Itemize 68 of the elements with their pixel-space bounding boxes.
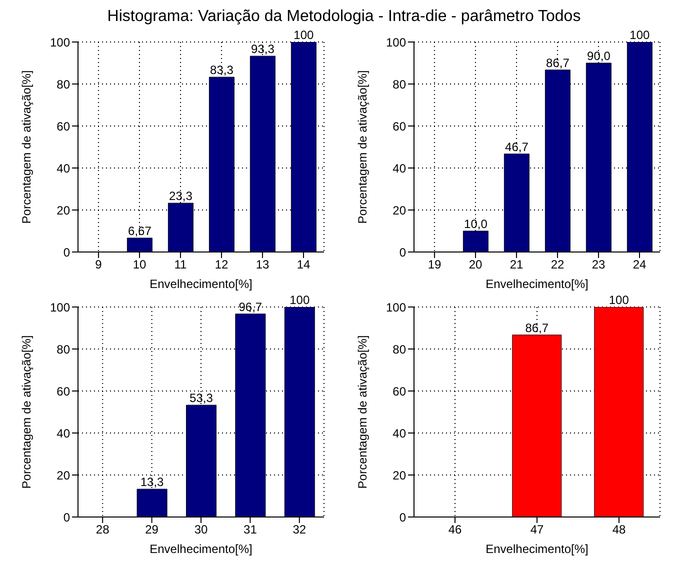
y-tick-label: 100	[50, 35, 70, 50]
data-label: 90,0	[587, 49, 611, 63]
y-tick-label: 60	[56, 384, 70, 398]
x-tick-label: 22	[550, 258, 564, 272]
y-tick-label: 20	[56, 468, 70, 482]
data-label: 100	[294, 28, 314, 42]
chart-title: Histograma: Variação da Metodologia - Intra-die - parâmetro Todos	[106, 8, 582, 26]
x-tick-label: 14	[296, 258, 310, 272]
y-axis-title: Porcentagem de ativação[%]	[19, 335, 34, 489]
y-tick-label: 80	[392, 342, 406, 356]
y-axis-title: Porcentagem de ativação[%]	[355, 70, 370, 224]
y-tick-label: 80	[56, 342, 70, 356]
x-axis-title: Envelhecimento[%]	[150, 277, 252, 291]
y-tick-label: 0	[63, 245, 70, 260]
y-tick-label: 20	[392, 468, 406, 482]
x-tick-label: 30	[194, 522, 208, 537]
data-label: 23,3	[169, 189, 193, 204]
y-tick-label: 40	[56, 426, 70, 440]
y-tick-label: 100	[386, 300, 406, 314]
x-tick-label: 19	[428, 258, 442, 272]
data-label: 93,3	[251, 42, 275, 56]
x-tick-label: 10	[132, 258, 146, 272]
y-tick-label: 60	[392, 119, 406, 134]
x-tick-label: 9	[95, 258, 102, 272]
x-axis-title: Envelhecimento[%]	[486, 542, 588, 556]
x-tick-label: 31	[244, 522, 258, 537]
y-tick-label: 40	[392, 161, 406, 176]
y-tick-label: 40	[56, 161, 70, 176]
data-label: 46,7	[505, 140, 529, 154]
data-label: 86,7	[546, 56, 570, 70]
x-tick-label: 21	[510, 258, 524, 272]
y-tick-label: 60	[392, 384, 406, 398]
y-tick-label: 80	[392, 77, 406, 92]
x-tick-label: 13	[256, 258, 270, 272]
data-label: 83,3	[210, 63, 234, 78]
data-label: 10,0	[464, 217, 488, 231]
y-tick-label: 20	[392, 203, 406, 218]
x-tick-label: 28	[96, 522, 110, 537]
y-axis-title: Porcentagem de ativação[%]	[19, 70, 34, 224]
x-tick-label: 12	[214, 258, 228, 272]
y-tick-label: 0	[399, 245, 406, 260]
y-tick-label: 60	[56, 119, 70, 134]
x-tick-label: 29	[145, 522, 159, 537]
data-label: 86,7	[525, 320, 549, 335]
data-label: 53,3	[190, 391, 214, 406]
y-tick-label: 0	[63, 510, 70, 524]
data-label: 100	[608, 293, 630, 307]
x-tick-label: 24	[632, 258, 646, 272]
x-axis-title: Envelhecimento[%]	[150, 542, 252, 556]
x-tick-label: 46	[448, 522, 462, 537]
y-tick-label: 0	[399, 510, 406, 524]
y-tick-label: 100	[386, 35, 406, 50]
y-tick-label: 20	[56, 203, 70, 218]
data-label: 100	[290, 293, 310, 307]
x-tick-label: 47	[530, 522, 544, 537]
x-tick-label: 20	[468, 258, 482, 272]
y-axis-title: Porcentagem de ativação[%]	[355, 335, 370, 489]
data-label: 6,67	[128, 224, 152, 238]
data-label: 100	[630, 28, 650, 42]
x-tick-label: 11	[174, 258, 188, 272]
x-axis-title: Envelhecimento[%]	[486, 277, 588, 291]
data-label: 13,3	[140, 475, 164, 490]
x-tick-label: 32	[292, 522, 306, 537]
x-tick-label: 48	[612, 522, 626, 537]
y-tick-label: 100	[50, 300, 70, 314]
x-tick-label: 23	[592, 258, 606, 272]
y-tick-label: 80	[56, 77, 70, 92]
y-tick-label: 40	[392, 426, 406, 440]
